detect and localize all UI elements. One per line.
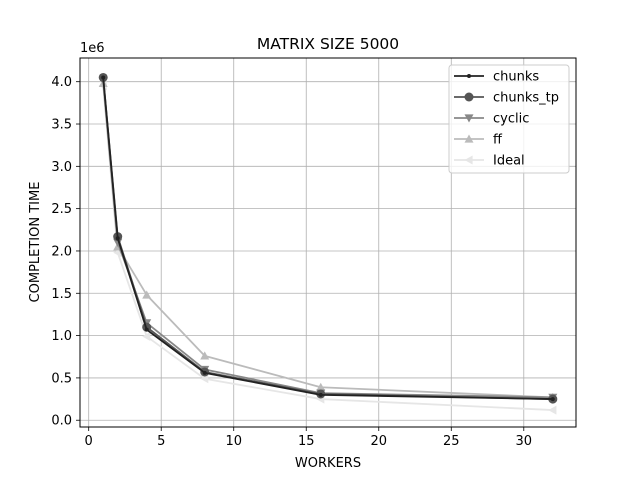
data-point — [142, 290, 152, 299]
x-tick-label: 15 — [298, 434, 315, 449]
legend-label: ff — [493, 133, 503, 148]
y-tick-label: 2.0 — [51, 244, 72, 259]
data-point — [200, 351, 210, 360]
x-tick-label: 5 — [157, 434, 165, 449]
legend-item-chunks_tp: chunks_tp — [454, 91, 559, 106]
y-tick-label: 1.5 — [51, 287, 72, 302]
x-tick-label: 10 — [225, 434, 242, 449]
legend-label: Ideal — [493, 154, 525, 169]
y-tick-label: 0.5 — [51, 371, 72, 386]
legend-marker — [464, 134, 474, 143]
data-point — [101, 75, 106, 80]
y-tick-label: 1.0 — [51, 329, 72, 344]
series-line — [102, 77, 553, 400]
legend-item-chunks: chunks — [454, 70, 539, 85]
y-axis-label: COMPLETION TIME — [28, 182, 43, 303]
y-tick-label: 4.0 — [51, 75, 72, 90]
data-point — [200, 374, 209, 384]
x-tick-label: 30 — [516, 434, 533, 449]
legend-marker — [464, 114, 474, 123]
data-point — [144, 327, 149, 332]
plot-frame — [79, 57, 577, 428]
y-tick-label: 3.0 — [51, 160, 72, 175]
legend-marker — [467, 74, 471, 78]
y-offset-label: 1e6 — [80, 41, 105, 56]
data-point — [316, 382, 326, 391]
legend-marker — [464, 92, 474, 102]
x-axis-label: WORKERS — [295, 456, 361, 471]
y-tick-label: 2.5 — [51, 202, 72, 217]
data-point — [550, 397, 555, 402]
legend-label: chunks — [493, 70, 539, 85]
x-tick-label: 25 — [443, 434, 460, 449]
legend-box — [448, 64, 570, 174]
x-tick-label: 0 — [85, 434, 93, 449]
y-axis-ticks: 0.0 0.5 1.0 1.5 2.0 2.5 3.0 3.5 4.0 — [51, 75, 80, 429]
legend-label: chunks_tp — [493, 91, 559, 106]
legend-label: cyclic — [493, 112, 529, 127]
data-point — [202, 370, 207, 375]
y-tick-label: 0.0 — [51, 414, 72, 429]
x-axis-ticks: 0 5 10 15 20 25 30 — [85, 427, 533, 449]
data-point — [142, 331, 151, 341]
x-tick-label: 20 — [370, 434, 387, 449]
series-group — [98, 72, 558, 415]
legend-item-cyclic: cyclic — [454, 112, 529, 127]
data-point — [548, 405, 557, 415]
legend-item-ff: ff — [454, 133, 503, 148]
legend-item-ideal: Ideal — [454, 154, 525, 169]
data-point — [318, 392, 323, 397]
y-tick-label: 3.5 — [51, 118, 72, 133]
series-chunks — [101, 75, 555, 402]
data-point — [115, 236, 120, 241]
chart-title: MATRIX SIZE 5000 — [257, 35, 399, 53]
legend-marker — [464, 155, 473, 165]
